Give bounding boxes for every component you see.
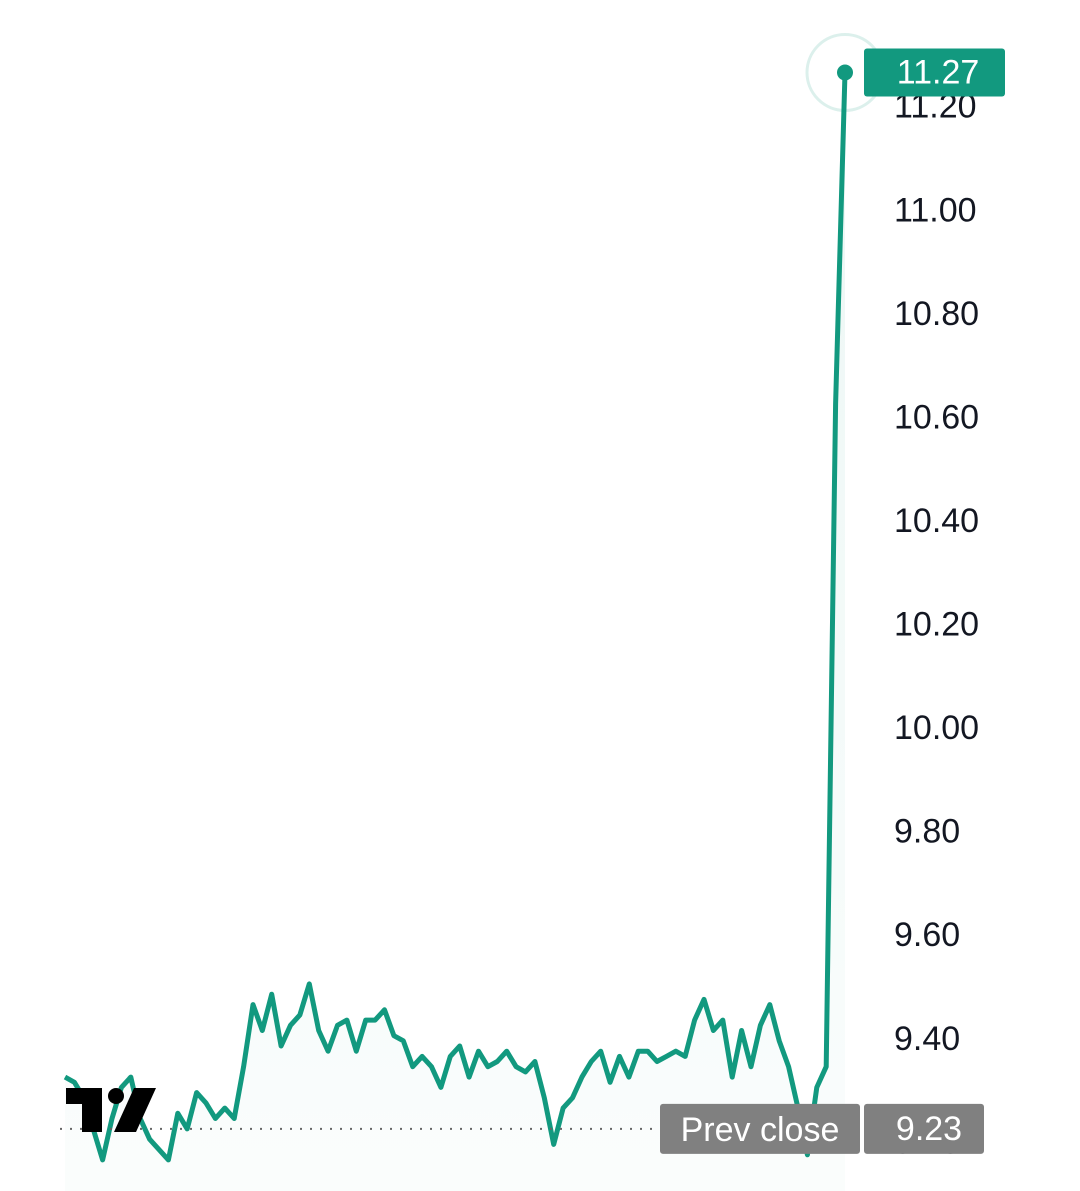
area [65, 72, 845, 1191]
y-tick-label: 10.60 [894, 398, 979, 436]
last-point [837, 64, 853, 81]
prev-close-value: 9.23 [896, 1110, 962, 1148]
logo-shape [82, 1088, 102, 1132]
last-price-label: 11.27 [897, 53, 980, 91]
y-axis: 9.209.409.609.8010.0010.2010.4010.6010.8… [894, 88, 979, 1162]
y-tick-label: 11.00 [894, 191, 977, 229]
logo [66, 1088, 156, 1132]
y-tick-label: 10.00 [894, 709, 979, 747]
logo-shape [108, 1088, 124, 1104]
y-tick-label: 9.80 [894, 813, 960, 851]
prev-close-badge [660, 1103, 860, 1154]
prev-close-label: Prev close [681, 1111, 840, 1149]
price-line [63, 72, 848, 1163]
y-tick-label: 10.20 [894, 606, 979, 644]
y-tick-label: 9.60 [894, 916, 960, 954]
y-tick-label: 9.40 [894, 1020, 960, 1058]
y-tick-label: 10.40 [894, 502, 979, 540]
logo-shape [114, 1088, 156, 1132]
y-tick-label: 10.80 [894, 295, 979, 333]
prev-close-value-badge [864, 1103, 984, 1154]
overlays: 11.27 Prev close 9.23 [60, 48, 1005, 1154]
last-price-badge [864, 48, 1005, 97]
plot-area [63, 32, 885, 1191]
